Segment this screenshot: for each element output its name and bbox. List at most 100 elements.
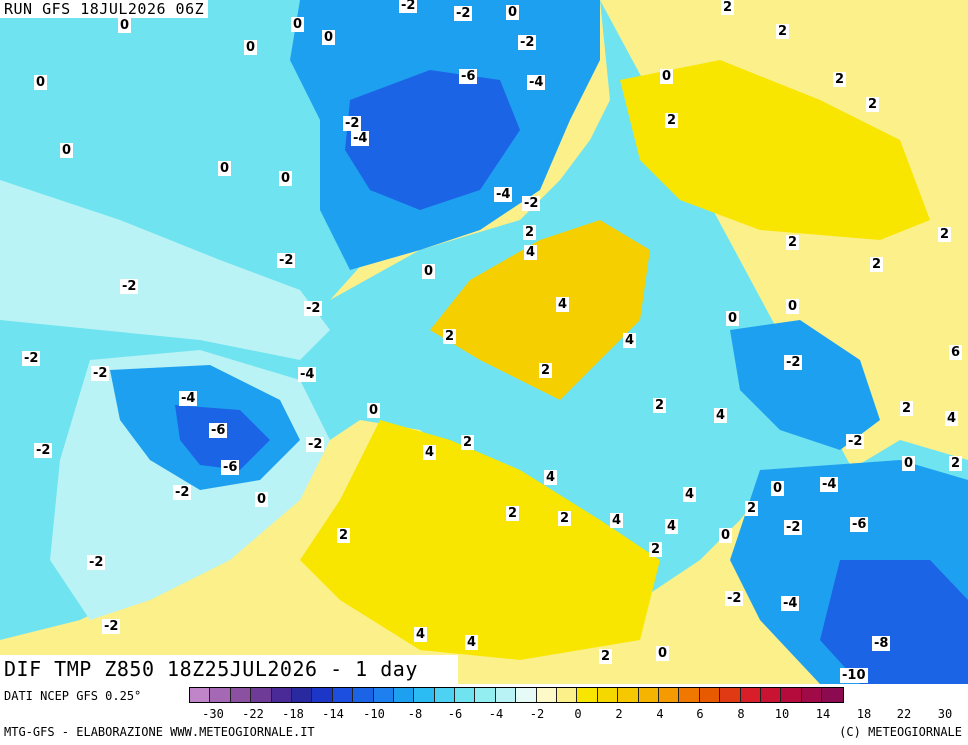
scale-tick: 18 bbox=[856, 707, 872, 721]
scale-swatch bbox=[557, 688, 578, 702]
contour-label: -4 bbox=[179, 391, 198, 406]
scale-tick: 0 bbox=[574, 707, 582, 721]
scale-swatch bbox=[658, 688, 680, 702]
scale-swatch bbox=[271, 688, 292, 702]
contour-label: 0 bbox=[279, 171, 293, 186]
contour-label: 4 bbox=[423, 445, 437, 460]
scale-tick: 30 bbox=[937, 707, 953, 721]
contour-label: -2 bbox=[784, 520, 803, 535]
scale-swatch bbox=[353, 688, 374, 702]
scale-tick: -8 bbox=[407, 707, 423, 721]
contour-label: 0 bbox=[422, 264, 436, 279]
scale-tick: -4 bbox=[488, 707, 504, 721]
scale-swatch bbox=[210, 688, 231, 702]
scale-swatch bbox=[434, 688, 456, 702]
contour-label: 4 bbox=[544, 470, 558, 485]
scale-tick: 10 bbox=[774, 707, 790, 721]
contour-label: 0 bbox=[34, 75, 48, 90]
contour-label: 2 bbox=[523, 225, 537, 240]
contour-label: 2 bbox=[599, 649, 613, 664]
contour-label: -2 bbox=[34, 443, 53, 458]
contour-label: -4 bbox=[298, 367, 317, 382]
contour-label: -2 bbox=[87, 555, 106, 570]
contour-label: -2 bbox=[846, 434, 865, 449]
contour-label: -8 bbox=[872, 636, 891, 651]
data-source: DATI NCEP GFS 0.25° bbox=[4, 689, 142, 703]
contour-label: 2 bbox=[558, 511, 572, 526]
scale-tick: -6 bbox=[447, 707, 463, 721]
contour-label: -2 bbox=[725, 591, 744, 606]
contour-label: 4 bbox=[414, 627, 428, 642]
contour-label: 2 bbox=[443, 329, 457, 344]
scale-swatch bbox=[597, 688, 619, 702]
scale-swatch bbox=[638, 688, 659, 702]
scale-tick: 6 bbox=[696, 707, 704, 721]
contour-label: 2 bbox=[949, 456, 963, 471]
contour-label: -2 bbox=[91, 366, 110, 381]
contour-label: 2 bbox=[337, 528, 351, 543]
contour-label: 0 bbox=[291, 17, 305, 32]
scale-swatch bbox=[781, 688, 802, 702]
scale-tick: 2 bbox=[615, 707, 623, 721]
contour-label: 2 bbox=[745, 501, 759, 516]
contour-label: 0 bbox=[218, 161, 232, 176]
contour-label: 0 bbox=[118, 18, 132, 33]
contour-label: -6 bbox=[459, 69, 478, 84]
contour-label: 2 bbox=[721, 0, 735, 15]
contour-label: 0 bbox=[367, 403, 381, 418]
contour-label: -4 bbox=[351, 131, 370, 146]
scale-swatch bbox=[536, 688, 558, 702]
contour-label: 2 bbox=[539, 363, 553, 378]
scale-swatch bbox=[720, 688, 741, 702]
contour-label: 4 bbox=[623, 333, 637, 348]
scale-swatch bbox=[801, 688, 823, 702]
contour-label: -2 bbox=[173, 485, 192, 500]
contour-label: 0 bbox=[660, 69, 674, 84]
contour-label: -2 bbox=[518, 35, 537, 50]
contour-label: -2 bbox=[454, 6, 473, 21]
scale-swatch bbox=[291, 688, 313, 702]
run-label: RUN GFS 18JUL2026 06Z bbox=[0, 0, 209, 18]
contour-label: 0 bbox=[902, 456, 916, 471]
scale-swatch bbox=[679, 688, 700, 702]
contour-label: -2 bbox=[120, 279, 139, 294]
contour-label: -2 bbox=[784, 355, 803, 370]
contour-label: 0 bbox=[506, 5, 520, 20]
scale-swatch bbox=[495, 688, 517, 702]
scale-tick: 14 bbox=[815, 707, 831, 721]
contour-label: 2 bbox=[870, 257, 884, 272]
map-title: DIF TMP Z850 18Z25JUL2026 - 1 day bbox=[0, 655, 458, 684]
contour-label: 2 bbox=[866, 97, 880, 112]
contour-label: 2 bbox=[938, 227, 952, 242]
scale-swatch bbox=[822, 688, 843, 702]
scale-swatch bbox=[251, 688, 272, 702]
contour-label: 0 bbox=[255, 492, 269, 507]
temperature-anomaly-map: -2 -2 0 2 0 0 0 0 -2 2 -6 -4 0 2 0 2 -2 2 -4 0 0 0 -4 -2 2 2 2 4 -2 2… bbox=[0, 0, 968, 684]
contour-label: -2 bbox=[22, 351, 41, 366]
contour-label: 0 bbox=[719, 528, 733, 543]
contour-label: -2 bbox=[304, 301, 323, 316]
contour-label: -6 bbox=[850, 517, 869, 532]
scale-tick: 8 bbox=[737, 707, 745, 721]
scale-tick: -10 bbox=[363, 707, 385, 721]
color-scale-ticks: -30 -22 -18 -14 -10 -8 -6 -4 -2 0 2 4 6 8 10 14 18 22 30 bbox=[189, 707, 965, 723]
contour-label: 0 bbox=[656, 646, 670, 661]
scale-swatch bbox=[393, 688, 415, 702]
contour-label: 4 bbox=[556, 297, 570, 312]
contour-label: 2 bbox=[776, 24, 790, 39]
contour-label: 4 bbox=[683, 487, 697, 502]
scale-swatch bbox=[699, 688, 721, 702]
contour-label: -2 bbox=[343, 116, 362, 131]
scale-swatch bbox=[475, 688, 496, 702]
scale-swatch bbox=[190, 688, 211, 702]
scale-swatch bbox=[618, 688, 639, 702]
contour-label: 2 bbox=[653, 398, 667, 413]
contour-label: 4 bbox=[465, 635, 479, 650]
scale-tick: -2 bbox=[529, 707, 545, 721]
scale-tick: -22 bbox=[242, 707, 264, 721]
map-canvas bbox=[0, 0, 968, 684]
contour-label: 6 bbox=[949, 345, 963, 360]
contour-label: 0 bbox=[726, 311, 740, 326]
contour-label: 2 bbox=[786, 235, 800, 250]
contour-label: -4 bbox=[781, 596, 800, 611]
